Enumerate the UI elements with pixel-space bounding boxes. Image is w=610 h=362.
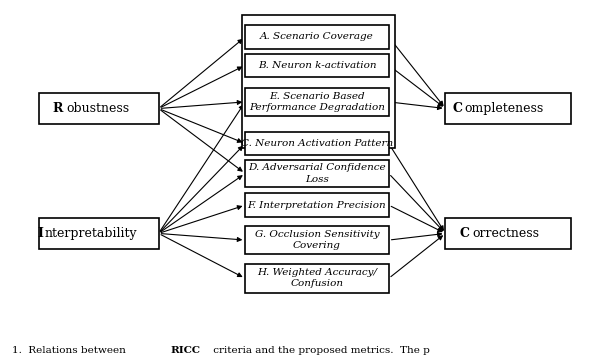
Bar — [245, 193, 389, 217]
Bar — [245, 226, 389, 254]
Text: R: R — [93, 102, 104, 115]
Text: Correctness: Correctness — [470, 227, 547, 240]
Bar — [42, 219, 156, 248]
Text: 1.  Relations between: 1. Relations between — [12, 346, 129, 355]
Bar — [245, 88, 389, 116]
Bar — [245, 160, 389, 187]
Bar — [39, 93, 159, 125]
Text: A. Scenario Coverage: A. Scenario Coverage — [260, 33, 374, 41]
Bar — [42, 94, 156, 123]
Text: orrectness: orrectness — [473, 227, 539, 240]
Bar — [245, 264, 389, 292]
Bar — [245, 132, 389, 155]
Text: B. Neuron k-activation: B. Neuron k-activation — [257, 61, 376, 70]
Text: F. Interpretation Precision: F. Interpretation Precision — [248, 201, 386, 210]
Text: C. Neuron Activation Pattern: C. Neuron Activation Pattern — [241, 139, 393, 148]
Text: ompleteness: ompleteness — [465, 102, 544, 115]
Text: obustness: obustness — [66, 102, 129, 115]
Text: G. Occlusion Sensitivity
Covering: G. Occlusion Sensitivity Covering — [254, 230, 379, 250]
Text: H. Weighted Accuracy/
Confusion: H. Weighted Accuracy/ Confusion — [257, 268, 377, 289]
Text: C: C — [452, 102, 462, 115]
Bar — [445, 93, 571, 125]
Text: criteria and the proposed metrics.  The p: criteria and the proposed metrics. The p — [210, 346, 430, 355]
Text: Robustness: Robustness — [62, 102, 135, 115]
Text: RICC: RICC — [171, 346, 201, 355]
Text: E. Scenario Based
Performance Degradation: E. Scenario Based Performance Degradatio… — [249, 92, 385, 112]
Text: Interpretability: Interpretability — [50, 227, 148, 240]
Text: Robustness: Robustness — [62, 102, 135, 115]
Text: C: C — [460, 227, 470, 240]
Text: D. Adversarial Confidence
Loss: D. Adversarial Confidence Loss — [248, 163, 386, 184]
Bar — [445, 218, 571, 249]
Text: I: I — [96, 227, 102, 240]
Text: Interpretability: Interpretability — [50, 227, 148, 240]
Text: R: R — [53, 102, 63, 115]
Bar — [448, 219, 568, 248]
Bar — [39, 218, 159, 249]
Text: nterpretability: nterpretability — [45, 227, 137, 240]
Bar — [448, 94, 568, 123]
Text: Completeness: Completeness — [464, 102, 553, 115]
Bar — [245, 54, 389, 77]
Text: I: I — [37, 227, 43, 240]
Bar — [242, 15, 395, 148]
Bar — [245, 25, 389, 49]
